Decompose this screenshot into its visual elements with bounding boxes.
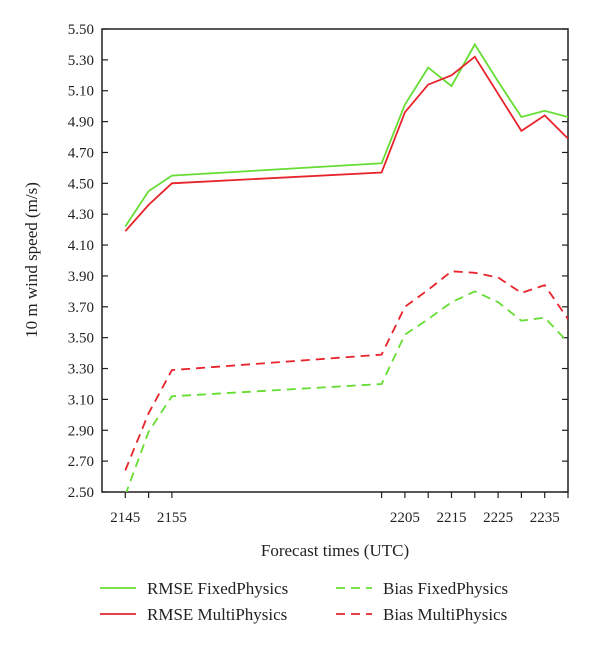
legend-label: RMSE MultiPhysics	[147, 605, 287, 624]
y-tick-label: 3.70	[68, 300, 94, 316]
y-tick-label: 2.50	[68, 485, 94, 501]
x-tick-label: 2205	[390, 510, 420, 526]
y-tick-label: 2.70	[68, 454, 94, 470]
x-tick-label: 2235	[530, 510, 560, 526]
x-axis-ticks: 2145 2155 2205 2215 2225 2235	[110, 492, 569, 526]
y-tick-label: 5.30	[68, 53, 94, 69]
legend-label: Bias FixedPhysics	[383, 579, 508, 598]
series-line-bias-fixedphysics	[125, 290, 568, 492]
series-line-rmse-multiphysics	[124, 55, 568, 232]
y-tick-label: 3.90	[68, 269, 94, 285]
y-tick-label: 4.90	[68, 115, 94, 131]
y-tick-label: 4.70	[68, 145, 94, 161]
y-axis-ticks: 2.50 2.70 2.90 3.10 3.30 3.50 3.70 3.90 4.10 4.30…	[68, 22, 568, 501]
legend-item-bias-fixedphysics: Bias FixedPhysics	[336, 579, 508, 598]
series-line-bias-multiphysics	[124, 270, 568, 471]
plot-area: 2.50 2.70 2.90 3.10 3.30 3.50 3.70 3.90 4.10 4.30…	[68, 22, 569, 526]
y-tick-label: 3.10	[68, 392, 94, 408]
y-tick-label: 2.90	[68, 423, 94, 439]
plot-frame	[101, 28, 569, 493]
x-tick-label: 2155	[157, 510, 187, 526]
y-tick-label: 4.30	[68, 207, 94, 223]
legend-label: Bias MultiPhysics	[383, 605, 507, 624]
series-line-rmse-fixedphysics	[124, 42, 568, 227]
y-tick-label: 3.30	[68, 362, 94, 378]
series-layer	[124, 42, 568, 492]
legend-item-bias-multiphysics: Bias MultiPhysics	[336, 605, 507, 624]
x-tick-label: 2225	[483, 510, 513, 526]
legend: RMSE FixedPhysics RMSE MultiPhysics Bias F…	[100, 579, 508, 624]
legend-item-rmse-multiphysics: RMSE MultiPhysics	[100, 605, 287, 624]
x-tick-label: 2215	[437, 510, 467, 526]
y-tick-label: 4.10	[68, 238, 94, 254]
x-tick-label: 2145	[110, 510, 140, 526]
y-tick-label: 3.50	[68, 331, 94, 347]
x-axis-title: Forecast times (UTC)	[261, 541, 409, 560]
y-tick-label: 5.50	[68, 22, 94, 38]
legend-item-rmse-fixedphysics: RMSE FixedPhysics	[100, 579, 288, 598]
y-tick-label: 5.10	[68, 84, 94, 100]
legend-label: RMSE FixedPhysics	[147, 579, 288, 598]
y-axis-title: 10 m wind speed (m/s)	[22, 182, 41, 338]
y-tick-label: 4.50	[68, 176, 94, 192]
